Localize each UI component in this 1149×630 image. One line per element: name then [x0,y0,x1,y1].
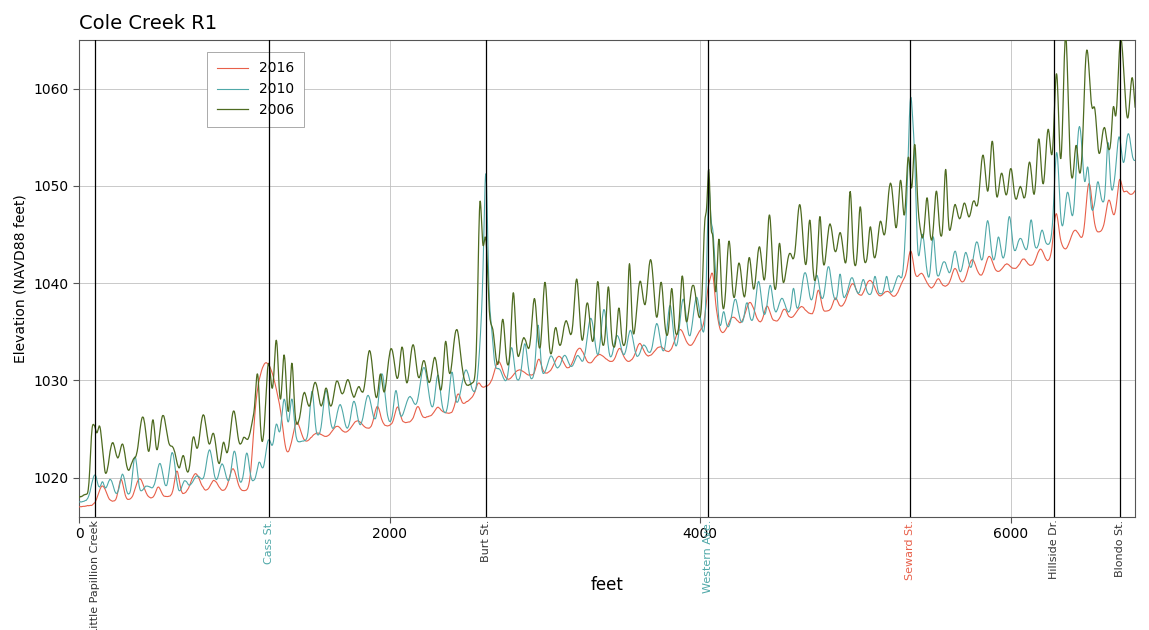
Text: Little Papillion Creek: Little Papillion Creek [90,520,100,630]
Text: Blondo St.: Blondo St. [1115,520,1125,576]
2006 [994,172,1008,180]
2016 [1108,210,1121,218]
2010 [1108,174,1121,181]
Line: 2010: 2010 [79,97,1135,502]
Line: 2006: 2006 [79,36,1135,497]
Text: Burt St.: Burt St. [481,520,491,562]
X-axis label: feet: feet [591,576,624,593]
2016 [523,371,537,379]
2016 [255,365,269,372]
Legend: 2016, 2010, 2006: 2016, 2010, 2006 [208,52,303,127]
Text: Western Ave.: Western Ave. [703,520,714,593]
2006 [523,341,537,348]
2006 [72,493,86,501]
2010 [72,498,86,506]
Text: Cole Creek R1: Cole Creek R1 [79,14,217,33]
2016 [1113,176,1127,183]
Y-axis label: Elevation (NAVD88 feet): Elevation (NAVD88 feet) [14,194,28,363]
2006 [255,438,269,445]
Line: 2016: 2016 [79,180,1135,507]
2006 [1128,103,1142,111]
2010 [255,464,269,472]
2010 [904,93,918,101]
Text: Seward St.: Seward St. [905,520,915,580]
2010 [477,220,491,228]
2006 [1108,108,1121,116]
2016 [477,383,491,391]
2016 [193,476,207,484]
2010 [523,372,537,379]
Text: Hillside Dr.: Hillside Dr. [1049,520,1059,580]
2016 [72,503,86,511]
2016 [1128,187,1142,195]
2010 [1128,157,1142,164]
2006 [1059,32,1073,40]
Text: Cass St.: Cass St. [263,520,273,564]
2010 [193,474,207,481]
2006 [193,433,207,440]
2006 [477,239,491,246]
2010 [994,246,1008,253]
2016 [994,266,1008,274]
